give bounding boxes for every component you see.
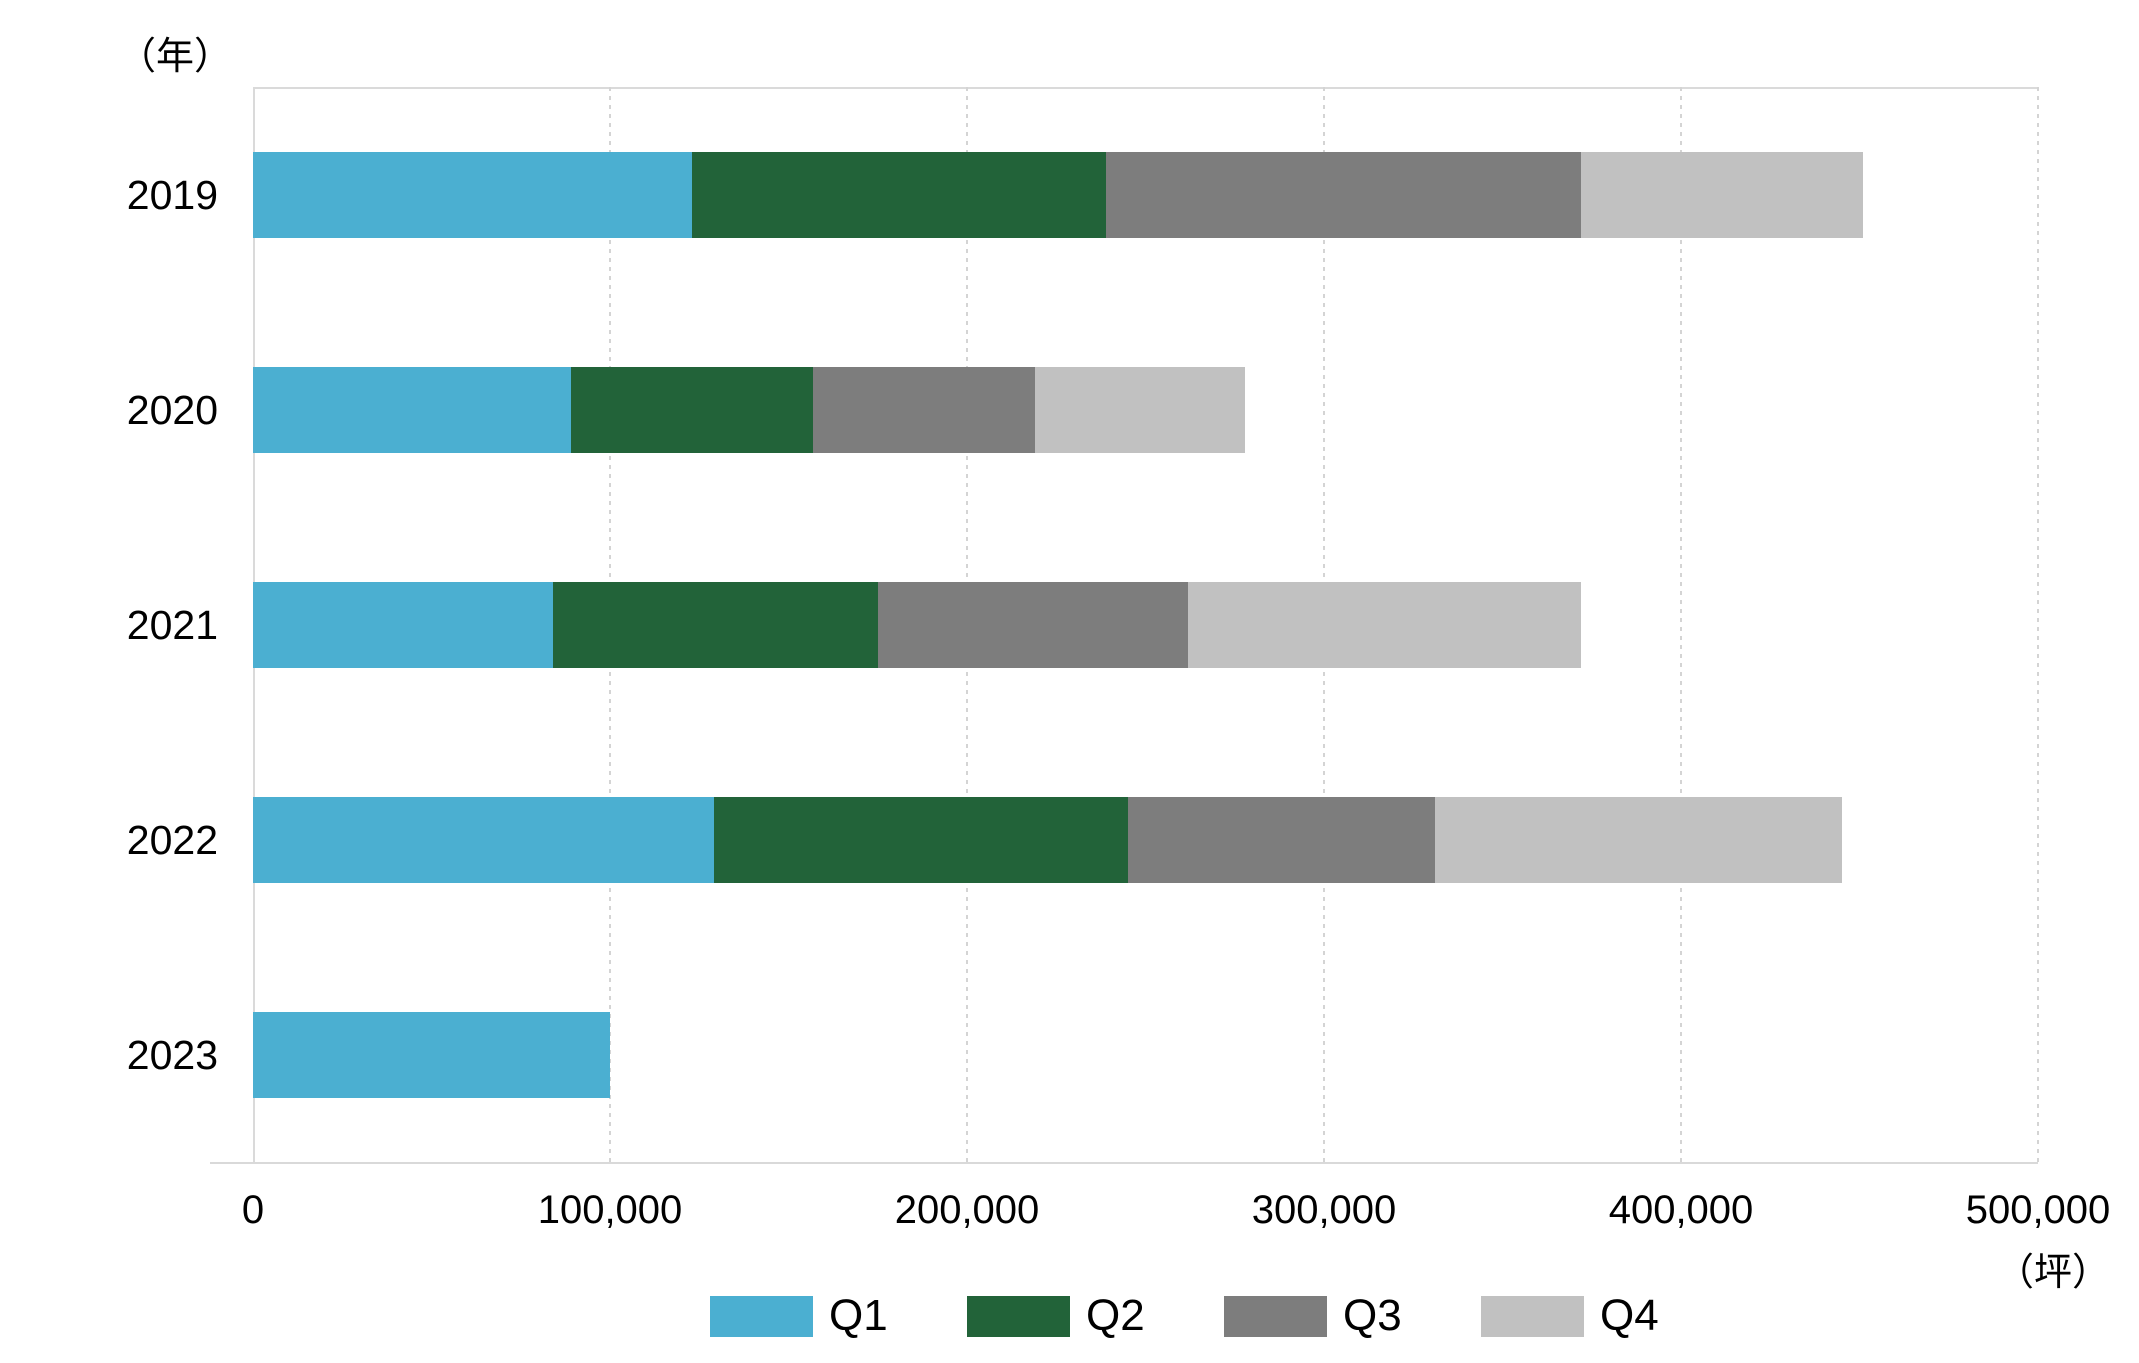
plot-border-top [253,87,2038,89]
bar-2022-q4 [1434,797,1842,884]
bar-2022-q2 [713,797,1128,884]
gridline-500000 [2037,87,2039,1163]
y-tick-label-2023: 2023 [126,1032,218,1079]
legend-item-q2: Q2 [967,1291,1197,1340]
bar-2022-q3 [1127,797,1435,884]
x-tick-label-100000: 100,000 [537,1188,683,1232]
bar-2019-q4 [1581,151,1864,238]
y-tick-label-2021: 2021 [126,602,218,648]
legend-swatch-q2 [967,1296,1070,1337]
legend-swatch-q1 [710,1296,813,1337]
bar-2019-q3 [1106,151,1582,238]
y-tick-label-2019: 2019 [126,171,218,218]
legend-swatch-q3 [1224,1296,1327,1337]
legend-label-q1: Q1 [829,1291,888,1340]
y-tick-label-2020: 2020 [126,386,218,433]
bar-2020-q4 [1034,366,1246,453]
bar-2019-q1 [253,151,693,238]
gridline-400000 [1680,87,1682,1163]
legend-item-q3: Q3 [1224,1291,1454,1340]
legend-swatch-q4 [1481,1296,1584,1337]
y-axis-unit-label: （年） [118,36,233,78]
bar-2020-q2 [570,366,814,453]
legend-label-q4: Q4 [1600,1291,1659,1340]
bar-2021-q2 [552,582,878,668]
bar-2021-q3 [877,582,1189,668]
bar-2021-q1 [253,582,553,668]
x-tick-label-300000: 300,000 [1251,1188,1397,1232]
legend-label-q3: Q3 [1343,1291,1402,1340]
y-tick-label-2022: 2022 [126,817,218,864]
bar-2022-q1 [253,797,714,884]
bar-2020-q1 [253,366,571,453]
bar-2023-q1 [253,1012,610,1099]
x-tick-label-0: 0 [241,1188,265,1232]
bar-2020-q3 [813,366,1035,453]
bar-2019-q2 [692,151,1107,238]
legend-item-q4: Q4 [1481,1291,1711,1340]
x-axis-unit-label: （坪） [1995,1252,2110,1294]
bar-2021-q4 [1188,582,1582,668]
x-axis-line [210,1162,2038,1164]
x-tick-label-400000: 400,000 [1608,1188,1754,1232]
x-tick-label-500000: 500,000 [1965,1188,2111,1232]
legend-label-q2: Q2 [1086,1291,1145,1340]
x-tick-label-200000: 200,000 [894,1188,1040,1232]
legend-item-q1: Q1 [710,1291,940,1340]
